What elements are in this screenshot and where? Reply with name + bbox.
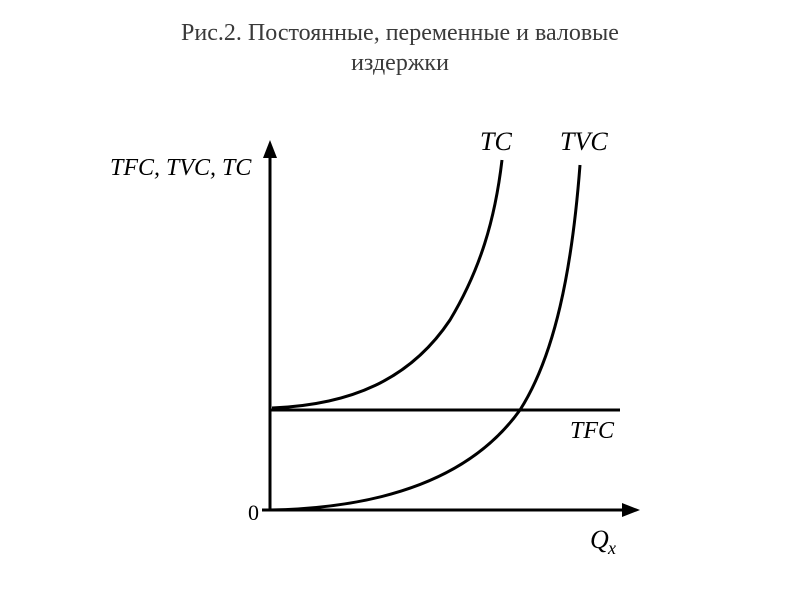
y-axis-label: TFC, TVC, TC [110, 155, 252, 181]
tvc-curve [270, 165, 580, 510]
figure-title-line1: Рис.2. Постоянные, переменные и валовые [181, 20, 619, 46]
x-axis-label-sub: x [607, 538, 616, 558]
tvc-label: TVC [560, 127, 608, 156]
figure-title-line2: издержки [351, 50, 449, 76]
cost-curves-chart: TFC, TVC, TC TC TVC TFC 0 Q x [100, 120, 700, 560]
tfc-label: TFC [570, 418, 615, 444]
origin-label: 0 [248, 500, 259, 525]
x-axis-label-q: Q [590, 525, 609, 554]
tc-curve [272, 160, 502, 408]
figure-title: Рис.2. Постоянные, переменные и валовые … [0, 18, 800, 78]
chart-svg: TFC, TVC, TC TC TVC TFC 0 Q x [100, 120, 700, 560]
x-axis-arrow-icon [622, 503, 640, 517]
y-axis-arrow-icon [263, 140, 277, 158]
tc-label: TC [480, 127, 512, 156]
page: Рис.2. Постоянные, переменные и валовые … [0, 0, 800, 600]
